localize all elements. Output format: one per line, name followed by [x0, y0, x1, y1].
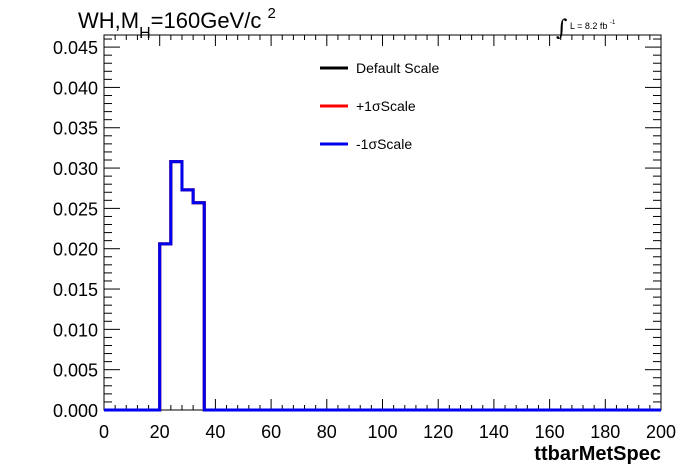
y-tick-label: 0.030: [53, 159, 98, 179]
y-tick-label: 0.020: [53, 240, 98, 260]
y-tick-label: 0.035: [53, 119, 98, 139]
series-line-0: [104, 160, 661, 412]
x-tick-label: 120: [423, 422, 453, 442]
x-tick-label: 60: [261, 422, 281, 442]
legend-label-2: -1σScale: [356, 136, 412, 152]
luminosity-label: ∫ L = 8.2 fb -1: [556, 10, 616, 41]
y-tick-label: 0.005: [53, 361, 98, 381]
y-tick-label: 0.045: [53, 38, 98, 58]
y-tick-label: 0.010: [53, 320, 98, 340]
y-tick-label: 0.000: [53, 401, 98, 421]
series-line-1: [104, 160, 661, 412]
x-tick-label: 0: [99, 422, 109, 442]
title-superscript: 2: [267, 5, 276, 22]
x-tick-label: 180: [590, 422, 620, 442]
y-tick-label: 0.025: [53, 199, 98, 219]
title-main-text: =160GeV/c: [150, 8, 262, 33]
x-tick-label: 40: [205, 422, 225, 442]
luminosity-text: L = 8.2 fb: [569, 21, 608, 31]
integral-symbol: ∫: [556, 16, 568, 41]
legend-label-1: +1σScale: [356, 98, 416, 114]
plot-frame: [103, 34, 662, 411]
x-tick-label: 80: [317, 422, 337, 442]
title-subscript: H: [139, 25, 151, 42]
title-prefix: WH,M: [78, 8, 140, 33]
y-tick-label: 0.040: [53, 78, 98, 98]
y-tick-label: 0.015: [53, 280, 98, 300]
x-tick-label: 20: [150, 422, 170, 442]
luminosity-superscript: -1: [609, 20, 616, 26]
series-line-2: [104, 160, 661, 412]
x-tick-label: 160: [535, 422, 565, 442]
plot-title: WH,MH=160GeV/c 2: [78, 5, 276, 42]
x-tick-label: 100: [367, 422, 397, 442]
x-tick-label: 200: [646, 422, 676, 442]
x-tick-label: 140: [479, 422, 509, 442]
x-axis-label: ttbarMetSpec: [534, 443, 661, 465]
legend-label-0: Default Scale: [356, 60, 439, 76]
